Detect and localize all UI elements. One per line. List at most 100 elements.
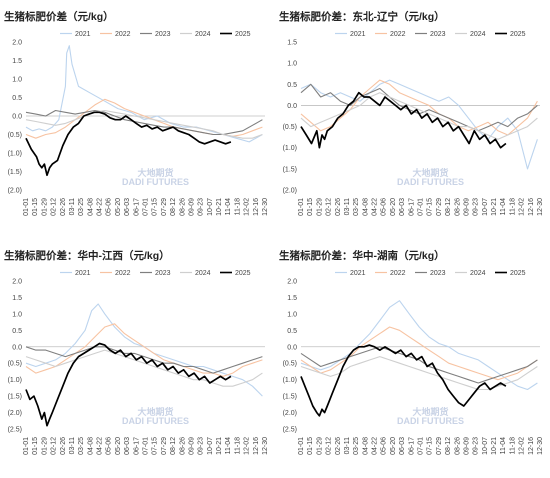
x-tick-label: 06-03 <box>124 437 131 455</box>
x-tick-label: 01-01 <box>23 437 30 455</box>
x-tick-label: 01-15 <box>307 437 314 455</box>
x-tick-label: 10-07 <box>482 437 489 455</box>
legend-label: 2021 <box>350 31 366 38</box>
x-tick-label: 01-29 <box>316 437 323 455</box>
x-tick-label: 05-20 <box>115 437 122 455</box>
series-line-2021 <box>300 300 538 391</box>
legend-label: 2022 <box>390 31 406 38</box>
y-tick-label: 0.0 <box>287 344 297 351</box>
x-tick-label: 02-12 <box>51 198 58 216</box>
legend-label: 2022 <box>390 270 406 277</box>
x-tick-label: 12-16 <box>253 198 260 216</box>
x-tick-label: 10-21 <box>491 198 498 216</box>
y-tick-label: 0.5 <box>287 328 297 335</box>
y-tick-label: (1.0) <box>283 145 297 152</box>
series-line-2025 <box>300 91 507 149</box>
x-tick-label: 07-01 <box>418 198 425 216</box>
y-tick-label: 1.0 <box>12 311 22 318</box>
x-tick-label: 06-17 <box>133 437 140 455</box>
legend-label: 2023 <box>430 270 446 277</box>
x-tick-label: 02-12 <box>51 437 58 455</box>
x-tick-label: 12-02 <box>519 437 526 455</box>
chart-panel-jiangxi: 生猪标肥价差：华中-江西（元/kg） 2021 2022 2023 2024 2025 2.… <box>0 239 275 478</box>
x-tick-label: 03-25 <box>353 198 360 216</box>
series-line-2023 <box>25 346 263 374</box>
y-tick-label: (1.0) <box>8 151 22 158</box>
y-tick-label: (0.5) <box>8 132 22 139</box>
x-tick-label: 11-18 <box>234 198 241 215</box>
series-line-2023 <box>300 346 538 384</box>
legend-label: 2025 <box>510 31 526 38</box>
watermark-text: 大地期货 <box>412 406 448 417</box>
legend-label: 2023 <box>155 270 171 277</box>
x-tick-label: 01-01 <box>23 198 30 216</box>
x-tick-label: 03-25 <box>353 437 360 455</box>
y-tick-label: (1.0) <box>8 377 22 384</box>
y-tick-label: 1.0 <box>12 77 22 84</box>
y-tick-label: (2.0) <box>283 188 297 195</box>
x-tick-label: 02-26 <box>335 198 342 216</box>
x-tick-label: 02-12 <box>326 437 333 455</box>
x-tick-label: 06-17 <box>408 437 415 455</box>
y-tick-label: 1.5 <box>287 295 297 302</box>
chart-title: 生猪标肥价差：华中-湖南（元/kg） <box>279 249 445 262</box>
x-tick-label: 04-08 <box>87 437 94 455</box>
series-line-2024 <box>25 109 263 139</box>
watermark-subtext: DADI FUTURES <box>122 177 189 187</box>
y-tick-label: 0.5 <box>12 95 22 102</box>
legend-label: 2024 <box>195 270 211 277</box>
x-tick-label: 07-01 <box>143 437 150 455</box>
x-tick-label: 09-23 <box>473 198 480 216</box>
x-tick-label: 12-30 <box>262 437 269 455</box>
x-tick-label: 09-23 <box>473 437 480 455</box>
y-tick-label: 0.0 <box>287 103 297 110</box>
watermark-text: 大地期货 <box>137 406 173 417</box>
x-tick-label: 02-26 <box>335 437 342 455</box>
x-tick-label: 12-16 <box>528 198 535 216</box>
x-tick-label: 07-29 <box>436 437 443 455</box>
x-tick-label: 08-26 <box>454 437 461 455</box>
x-tick-label: 05-20 <box>115 198 122 216</box>
x-tick-label: 07-15 <box>427 198 434 216</box>
x-tick-label: 12-16 <box>528 437 535 455</box>
series-line-2021 <box>300 79 538 170</box>
y-tick-label: 0.0 <box>12 344 22 351</box>
series-line-2025 <box>25 111 232 177</box>
x-tick-label: 12-02 <box>244 198 251 216</box>
y-tick-label: (1.5) <box>283 394 297 401</box>
x-tick-label: 02-12 <box>326 198 333 216</box>
y-tick-label: 2.0 <box>287 279 297 286</box>
y-tick-label: (2.0) <box>8 410 22 417</box>
x-tick-label: 12-30 <box>537 198 544 216</box>
watermark-text: 大地期货 <box>412 167 448 178</box>
chart-panel-hunan: 生猪标肥价差：华中-湖南（元/kg） 2021 2022 2023 2024 2025 2.… <box>275 239 550 478</box>
x-tick-label: 06-17 <box>133 198 140 216</box>
x-tick-label: 10-21 <box>491 437 498 455</box>
x-tick-label: 12-02 <box>244 437 251 455</box>
x-tick-label: 04-08 <box>362 198 369 216</box>
series-line-2022 <box>25 323 263 377</box>
x-tick-label: 04-22 <box>372 437 379 455</box>
x-tick-label: 03-25 <box>78 437 85 455</box>
x-tick-label: 08-12 <box>170 437 177 455</box>
x-tick-label: 09-09 <box>464 437 471 455</box>
legend-label: 2025 <box>235 270 251 277</box>
series-line-2024 <box>300 92 538 140</box>
legend-label: 2022 <box>115 270 131 277</box>
x-tick-label: 02-26 <box>60 198 67 216</box>
watermark-subtext: DADI FUTURES <box>397 416 464 426</box>
x-tick-label: 09-09 <box>189 437 196 455</box>
x-tick-label: 07-15 <box>427 437 434 455</box>
legend-label: 2021 <box>350 270 366 277</box>
y-tick-label: 1.5 <box>12 58 22 65</box>
x-tick-label: 03-11 <box>344 437 351 454</box>
x-tick-label: 12-02 <box>519 198 526 216</box>
y-tick-label: 0.5 <box>287 82 297 89</box>
chart-panel-liaoning: 生猪标肥价差：东北-辽宁（元/kg） 2021 2022 2023 2024 2025 1.… <box>275 0 550 239</box>
x-tick-label: 12-30 <box>262 198 269 216</box>
series-line-2025 <box>300 344 507 417</box>
x-tick-label: 11-04 <box>225 198 232 215</box>
y-tick-label: 1.0 <box>287 311 297 318</box>
watermark-subtext: DADI FUTURES <box>397 177 464 187</box>
